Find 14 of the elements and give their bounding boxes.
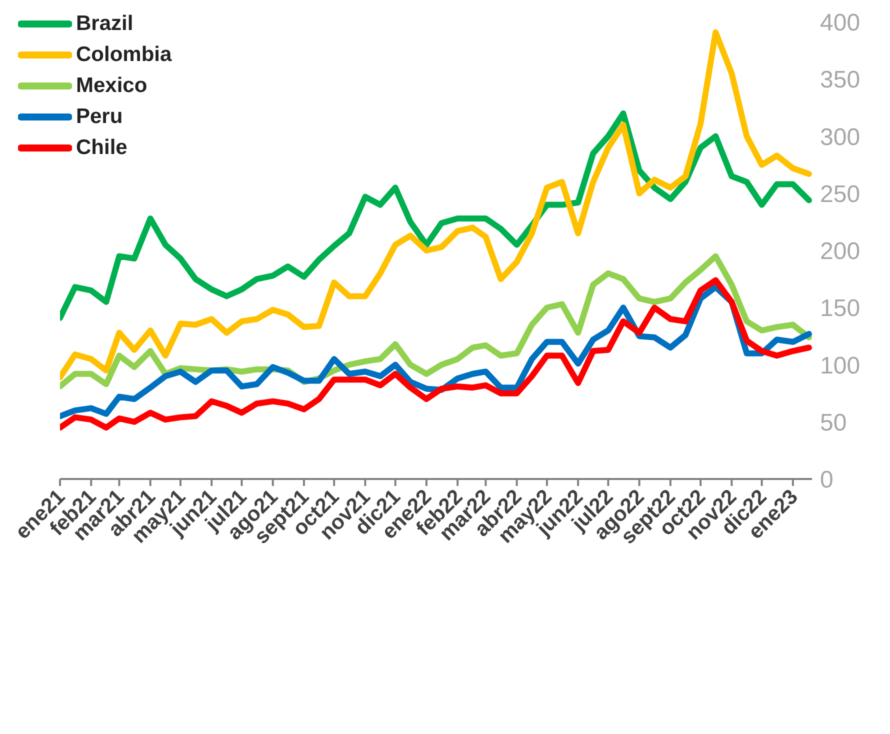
y-tick-label: 250 — [820, 180, 860, 208]
legend-label: Mexico — [76, 74, 148, 98]
y-tick-label: 0 — [820, 466, 834, 494]
y-tick-label: 50 — [820, 409, 847, 436]
y-tick-label: 400 — [820, 10, 860, 37]
y-tick-label: 300 — [820, 124, 860, 151]
y-tick-label: 200 — [820, 238, 860, 266]
y-tick-label: 350 — [820, 66, 860, 94]
legend-label: Peru — [76, 104, 123, 128]
y-tick-label: 150 — [820, 295, 860, 322]
legend-label: Chile — [76, 136, 128, 160]
legend-label: Brazil — [76, 12, 134, 36]
y-tick-label: 100 — [820, 352, 860, 380]
legend-label: Colombia — [76, 42, 172, 66]
